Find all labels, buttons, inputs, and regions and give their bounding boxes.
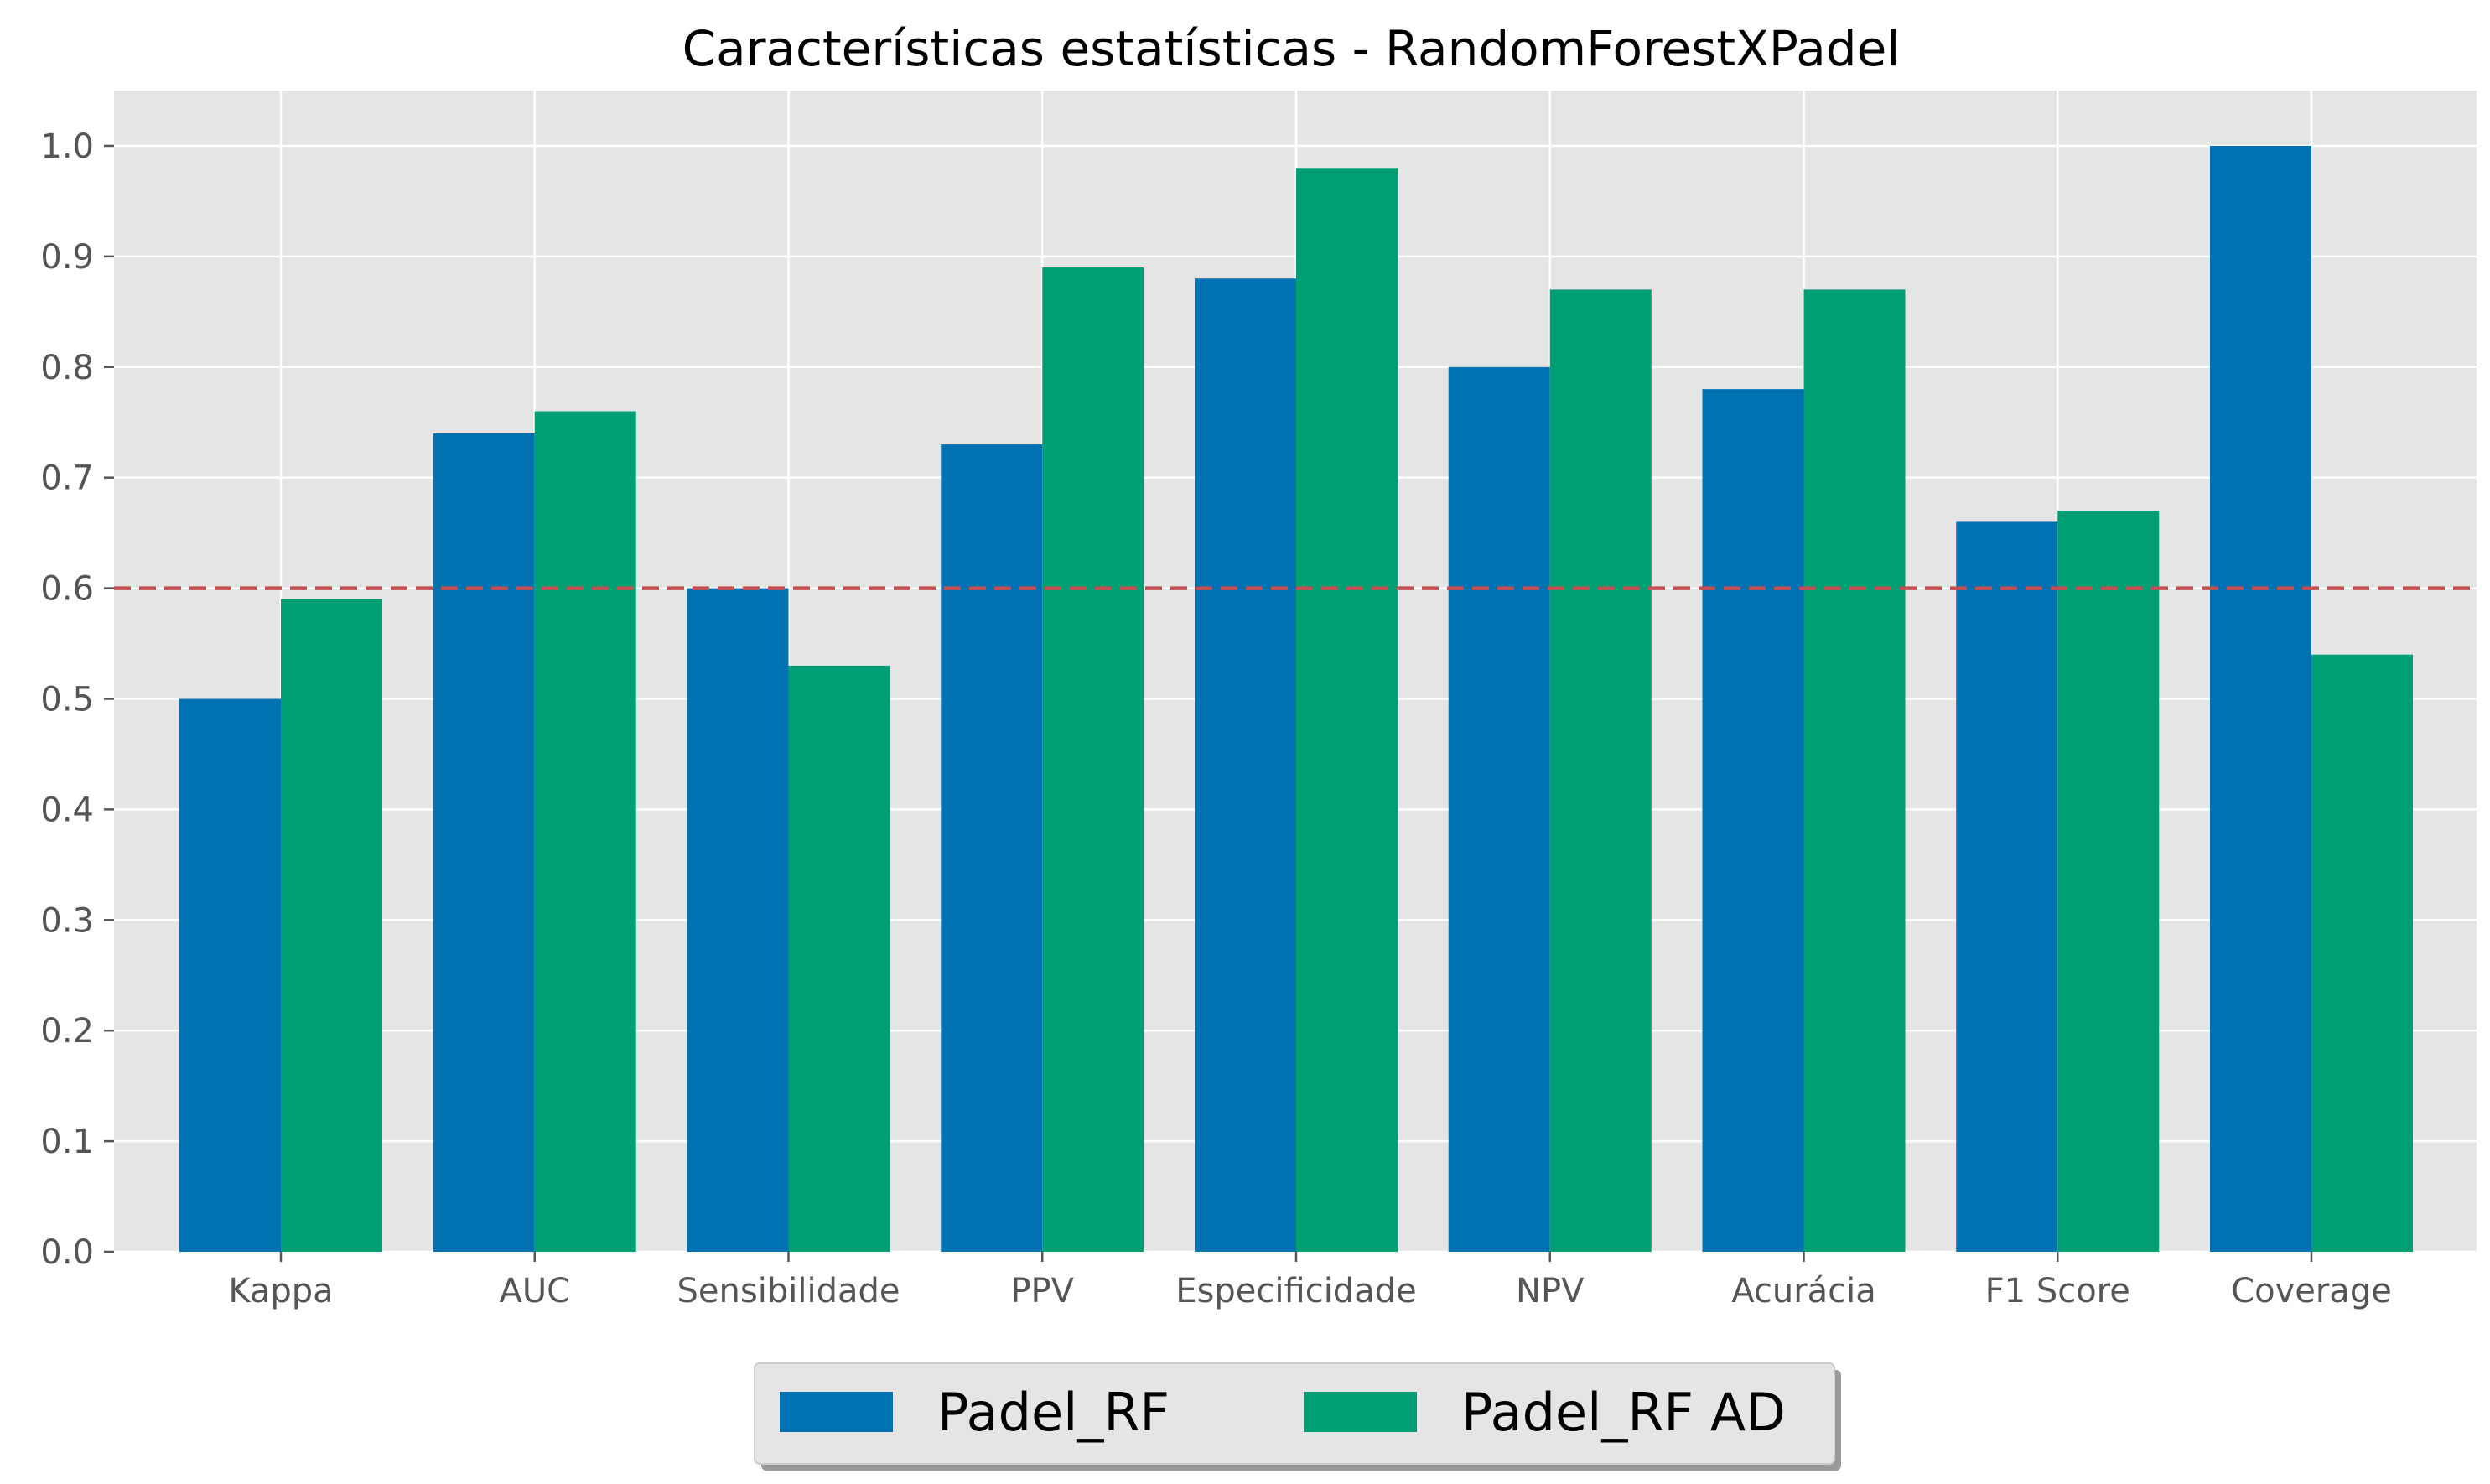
- bar-padel-rf-ad-acurácia: [1803, 289, 1906, 1252]
- bar-padel-rf-ppv: [941, 444, 1043, 1252]
- bar-padel-rf-ad-kappa: [281, 599, 382, 1252]
- y-tick-label: 0.1: [40, 1123, 94, 1161]
- y-tick-label: 0.7: [40, 459, 94, 498]
- bar-padel-rf-f1-score: [1956, 521, 2058, 1252]
- bar-padel-rf-acurácia: [1702, 389, 1804, 1253]
- y-tick-label: 0.8: [40, 349, 94, 387]
- y-tick-label: 0.5: [40, 680, 94, 719]
- y-tick-label: 0.3: [40, 901, 94, 940]
- y-tick-label: 0.2: [40, 1012, 94, 1051]
- y-tick-label: 0.4: [40, 791, 94, 829]
- bars: [179, 145, 2413, 1253]
- bar-padel-rf-ad-especificidade: [1296, 168, 1398, 1252]
- y-axis-ticks: 0.0 0.1 0.2 0.3 0.4 0.5 0.6 0.7 0.8 0.9 1.0: [40, 127, 114, 1272]
- legend: Padel_RF Padel_RF AD: [754, 1362, 1841, 1471]
- bar-padel-rf-especificidade: [1195, 278, 1296, 1253]
- bar-padel-rf-ad-sensibilidade: [788, 665, 890, 1252]
- x-tick-label: Especificidade: [1175, 1272, 1416, 1310]
- legend-box: [754, 1362, 1835, 1465]
- bar-padel-rf-kappa: [179, 698, 281, 1252]
- x-axis-ticks: Kappa AUC Sensibilidade PPV Especificidade NP…: [228, 1252, 2392, 1310]
- x-tick-label: Coverage: [2231, 1272, 2392, 1310]
- y-tick-label: 0.6: [40, 570, 94, 609]
- bar-padel-rf-ad-coverage: [2311, 654, 2413, 1252]
- bar-padel-rf-npv: [1448, 366, 1550, 1252]
- bar-padel-rf-sensibilidade: [687, 588, 789, 1252]
- x-tick-label: F1 Score: [1985, 1272, 2130, 1310]
- bar-padel-rf-coverage: [2210, 145, 2311, 1252]
- x-tick-label: Sensibilidade: [677, 1272, 900, 1310]
- x-tick-label: AUC: [499, 1272, 570, 1310]
- y-tick-label: 1.0: [40, 127, 94, 166]
- x-tick-label: Kappa: [228, 1272, 333, 1310]
- bar-padel-rf-ad-npv: [1549, 289, 1652, 1252]
- chart-title: Características estatísticas - RandomFor…: [682, 20, 1901, 77]
- bar-padel-rf-ad-f1-score: [2057, 511, 2160, 1252]
- bar-padel-rf-auc: [433, 433, 535, 1252]
- bar-padel-rf-ad-auc: [534, 411, 636, 1252]
- legend-label: Padel_RF AD: [1461, 1382, 1786, 1443]
- y-tick-label: 0.0: [40, 1233, 94, 1272]
- legend-label: Padel_RF: [937, 1382, 1170, 1443]
- bar-padel-rf-ad-ppv: [1042, 267, 1144, 1252]
- legend-swatch: [780, 1392, 893, 1432]
- x-tick-label: NPV: [1516, 1272, 1585, 1310]
- x-tick-label: PPV: [1010, 1272, 1074, 1310]
- y-tick-label: 0.9: [40, 238, 94, 277]
- x-tick-label: Acurácia: [1731, 1272, 1876, 1310]
- legend-swatch: [1304, 1392, 1417, 1432]
